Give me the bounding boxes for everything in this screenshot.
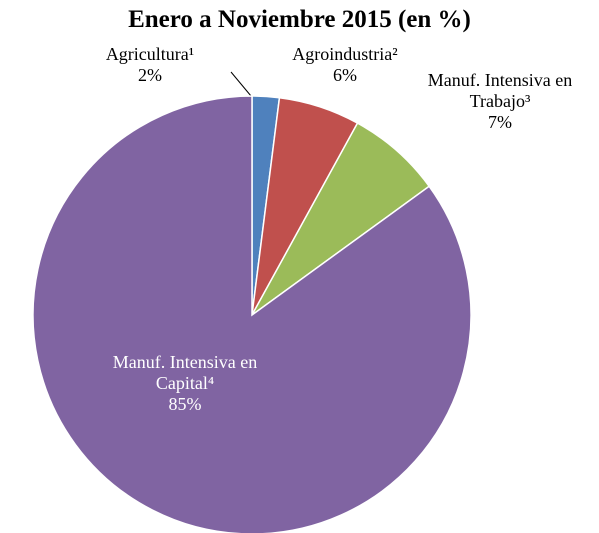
category-label: Agroindustria² — [292, 44, 398, 64]
value-label: 2% — [138, 65, 162, 85]
category-label: Manuf. Intensiva en Capital⁴ — [112, 352, 258, 393]
value-label: 6% — [333, 65, 357, 85]
slice-label: Manuf. Intensiva en Trabajo³ 7% — [405, 70, 595, 133]
slice-label: Agricultura¹ 2% — [90, 44, 210, 86]
value-label: 85% — [168, 394, 202, 414]
slice-label: Manuf. Intensiva en Capital⁴ 85% — [90, 352, 280, 415]
value-label: 7% — [488, 112, 512, 132]
category-label: Agricultura¹ — [105, 44, 195, 64]
category-label: Manuf. Intensiva en Trabajo³ — [427, 70, 573, 111]
leader-line — [230, 71, 252, 97]
slice-label: Agroindustria² 6% — [280, 44, 410, 86]
chart-title: Enero a Noviembre 2015 (en %) — [128, 6, 471, 33]
pie-slice — [32, 95, 472, 533]
